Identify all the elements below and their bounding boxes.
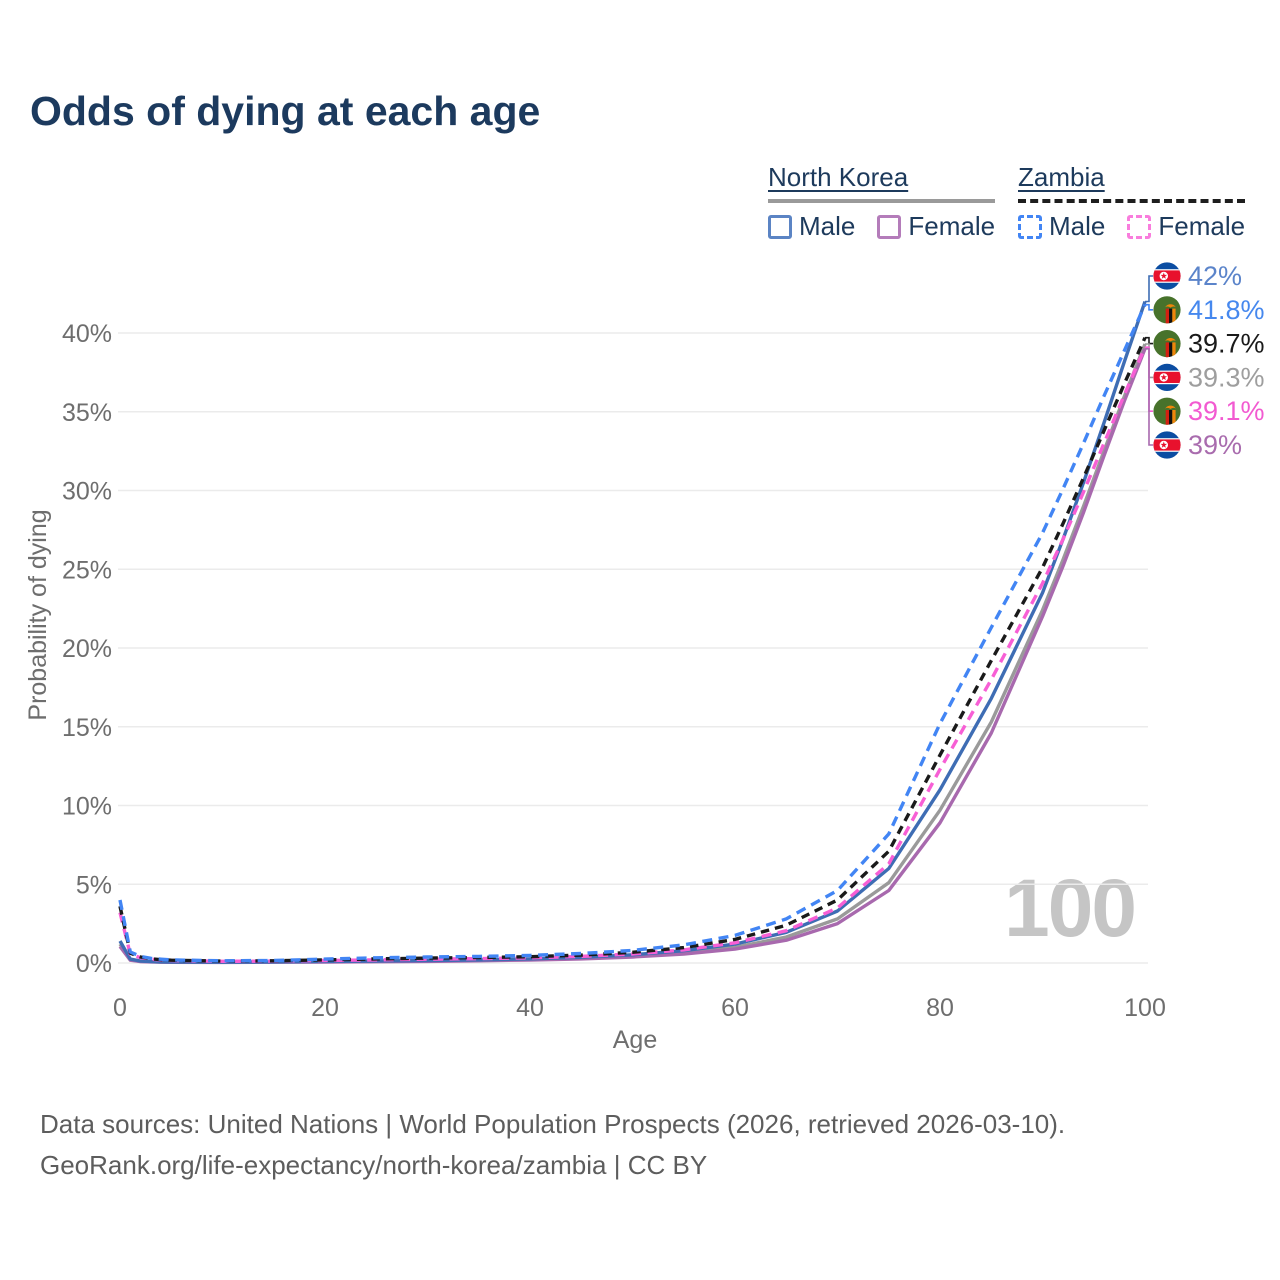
- y-axis-tick: 10%: [62, 793, 112, 821]
- north-korea-flag-icon: [1153, 262, 1181, 290]
- mortality-line-chart: 0% 5% 10% 15% 20% 25% 30% 35% 40% 0 20 40 60 80 100 42%…: [24, 261, 1265, 1054]
- label-leader-line: [1145, 348, 1153, 446]
- footer: Data sources: United Nations | World Pop…: [40, 1104, 1065, 1186]
- y-axis-tick: 35%: [62, 399, 112, 427]
- north-korea-flag-icon: [1153, 363, 1181, 391]
- north-korea-female-line: [118, 348, 1147, 965]
- page-title: Odds of dying at each age: [30, 88, 541, 134]
- y-axis-tick: 15%: [62, 714, 112, 742]
- legend-group-north-korea: North Korea Male Female: [768, 162, 996, 242]
- zambia-flag-icon: [1153, 397, 1181, 425]
- x-axis-tick: 20: [311, 994, 339, 1022]
- north-korea-male-swatch: [768, 214, 792, 239]
- north-korea-female-end-value: 39%: [1188, 430, 1242, 460]
- zambia-line: [118, 337, 1147, 963]
- legend-group-zambia: Zambia Male Female: [1018, 162, 1246, 242]
- y-axis-tick: 40%: [62, 320, 112, 348]
- north-korea-flag-icon: [1153, 431, 1181, 459]
- legend-checks-north-korea: Male Female: [768, 211, 995, 242]
- x-axis-title: Age: [613, 1026, 657, 1054]
- age-counter-watermark: 100: [1004, 863, 1137, 954]
- zambia-flag-icon: [1153, 296, 1181, 324]
- y-axis-title: Probability of dying: [24, 509, 52, 720]
- attribution-line: GeoRank.org/life-expectancy/north-korea/…: [40, 1150, 708, 1180]
- x-axis-tick: 100: [1124, 994, 1166, 1022]
- legend-checkbox-north-korea-female[interactable]: Female: [877, 211, 995, 242]
- legend-checkbox-north-korea-male[interactable]: Male: [768, 211, 855, 242]
- y-axis-tick: 0%: [76, 950, 112, 978]
- data-sources-line: Data sources: United Nations | World Pop…: [40, 1109, 1066, 1139]
- zambia-male-swatch: [1018, 214, 1042, 239]
- zambia-female-line: [118, 346, 1147, 963]
- zambia-male-end-value: 41.8%: [1188, 295, 1265, 325]
- label-leader-line: [1145, 336, 1153, 345]
- north-korea-male-line: [118, 300, 1147, 964]
- label-leader-line: [1145, 275, 1153, 303]
- y-axis-tick: 30%: [62, 478, 112, 506]
- zambia-female-end-value: 39.1%: [1188, 396, 1265, 426]
- zambia-flag-icon: [1153, 330, 1181, 358]
- zambia-line-sample: [1018, 199, 1246, 203]
- north-korea-line-sample: [768, 199, 996, 203]
- x-axis-tick: 0: [113, 994, 127, 1022]
- legend-checkbox-zambia-female[interactable]: Female: [1127, 211, 1245, 242]
- north-korea-line: [118, 343, 1147, 964]
- y-axis-tick: 5%: [76, 871, 112, 899]
- legend-country-north-korea[interactable]: North Korea: [768, 162, 909, 192]
- zambia-end-value: 39.7%: [1188, 329, 1265, 359]
- y-axis-tick: 20%: [62, 635, 112, 663]
- y-axis-tick: 25%: [62, 556, 112, 584]
- legend-country-zambia[interactable]: Zambia: [1018, 162, 1105, 192]
- x-axis-tick: 80: [926, 994, 954, 1022]
- zambia-female-swatch: [1127, 214, 1152, 239]
- north-korea-female-swatch: [877, 214, 902, 239]
- legend-checkbox-zambia-male[interactable]: Male: [1018, 211, 1105, 242]
- x-axis-tick: 40: [516, 994, 544, 1022]
- label-leader-line: [1145, 303, 1153, 311]
- north-korea-male-end-value: 42%: [1188, 261, 1242, 291]
- legend-checks-zambia: Male Female: [1018, 211, 1245, 242]
- x-axis-tick: 60: [721, 994, 749, 1022]
- zambia-male-line: [118, 304, 1147, 963]
- north-korea-end-value: 39.3%: [1188, 362, 1265, 392]
